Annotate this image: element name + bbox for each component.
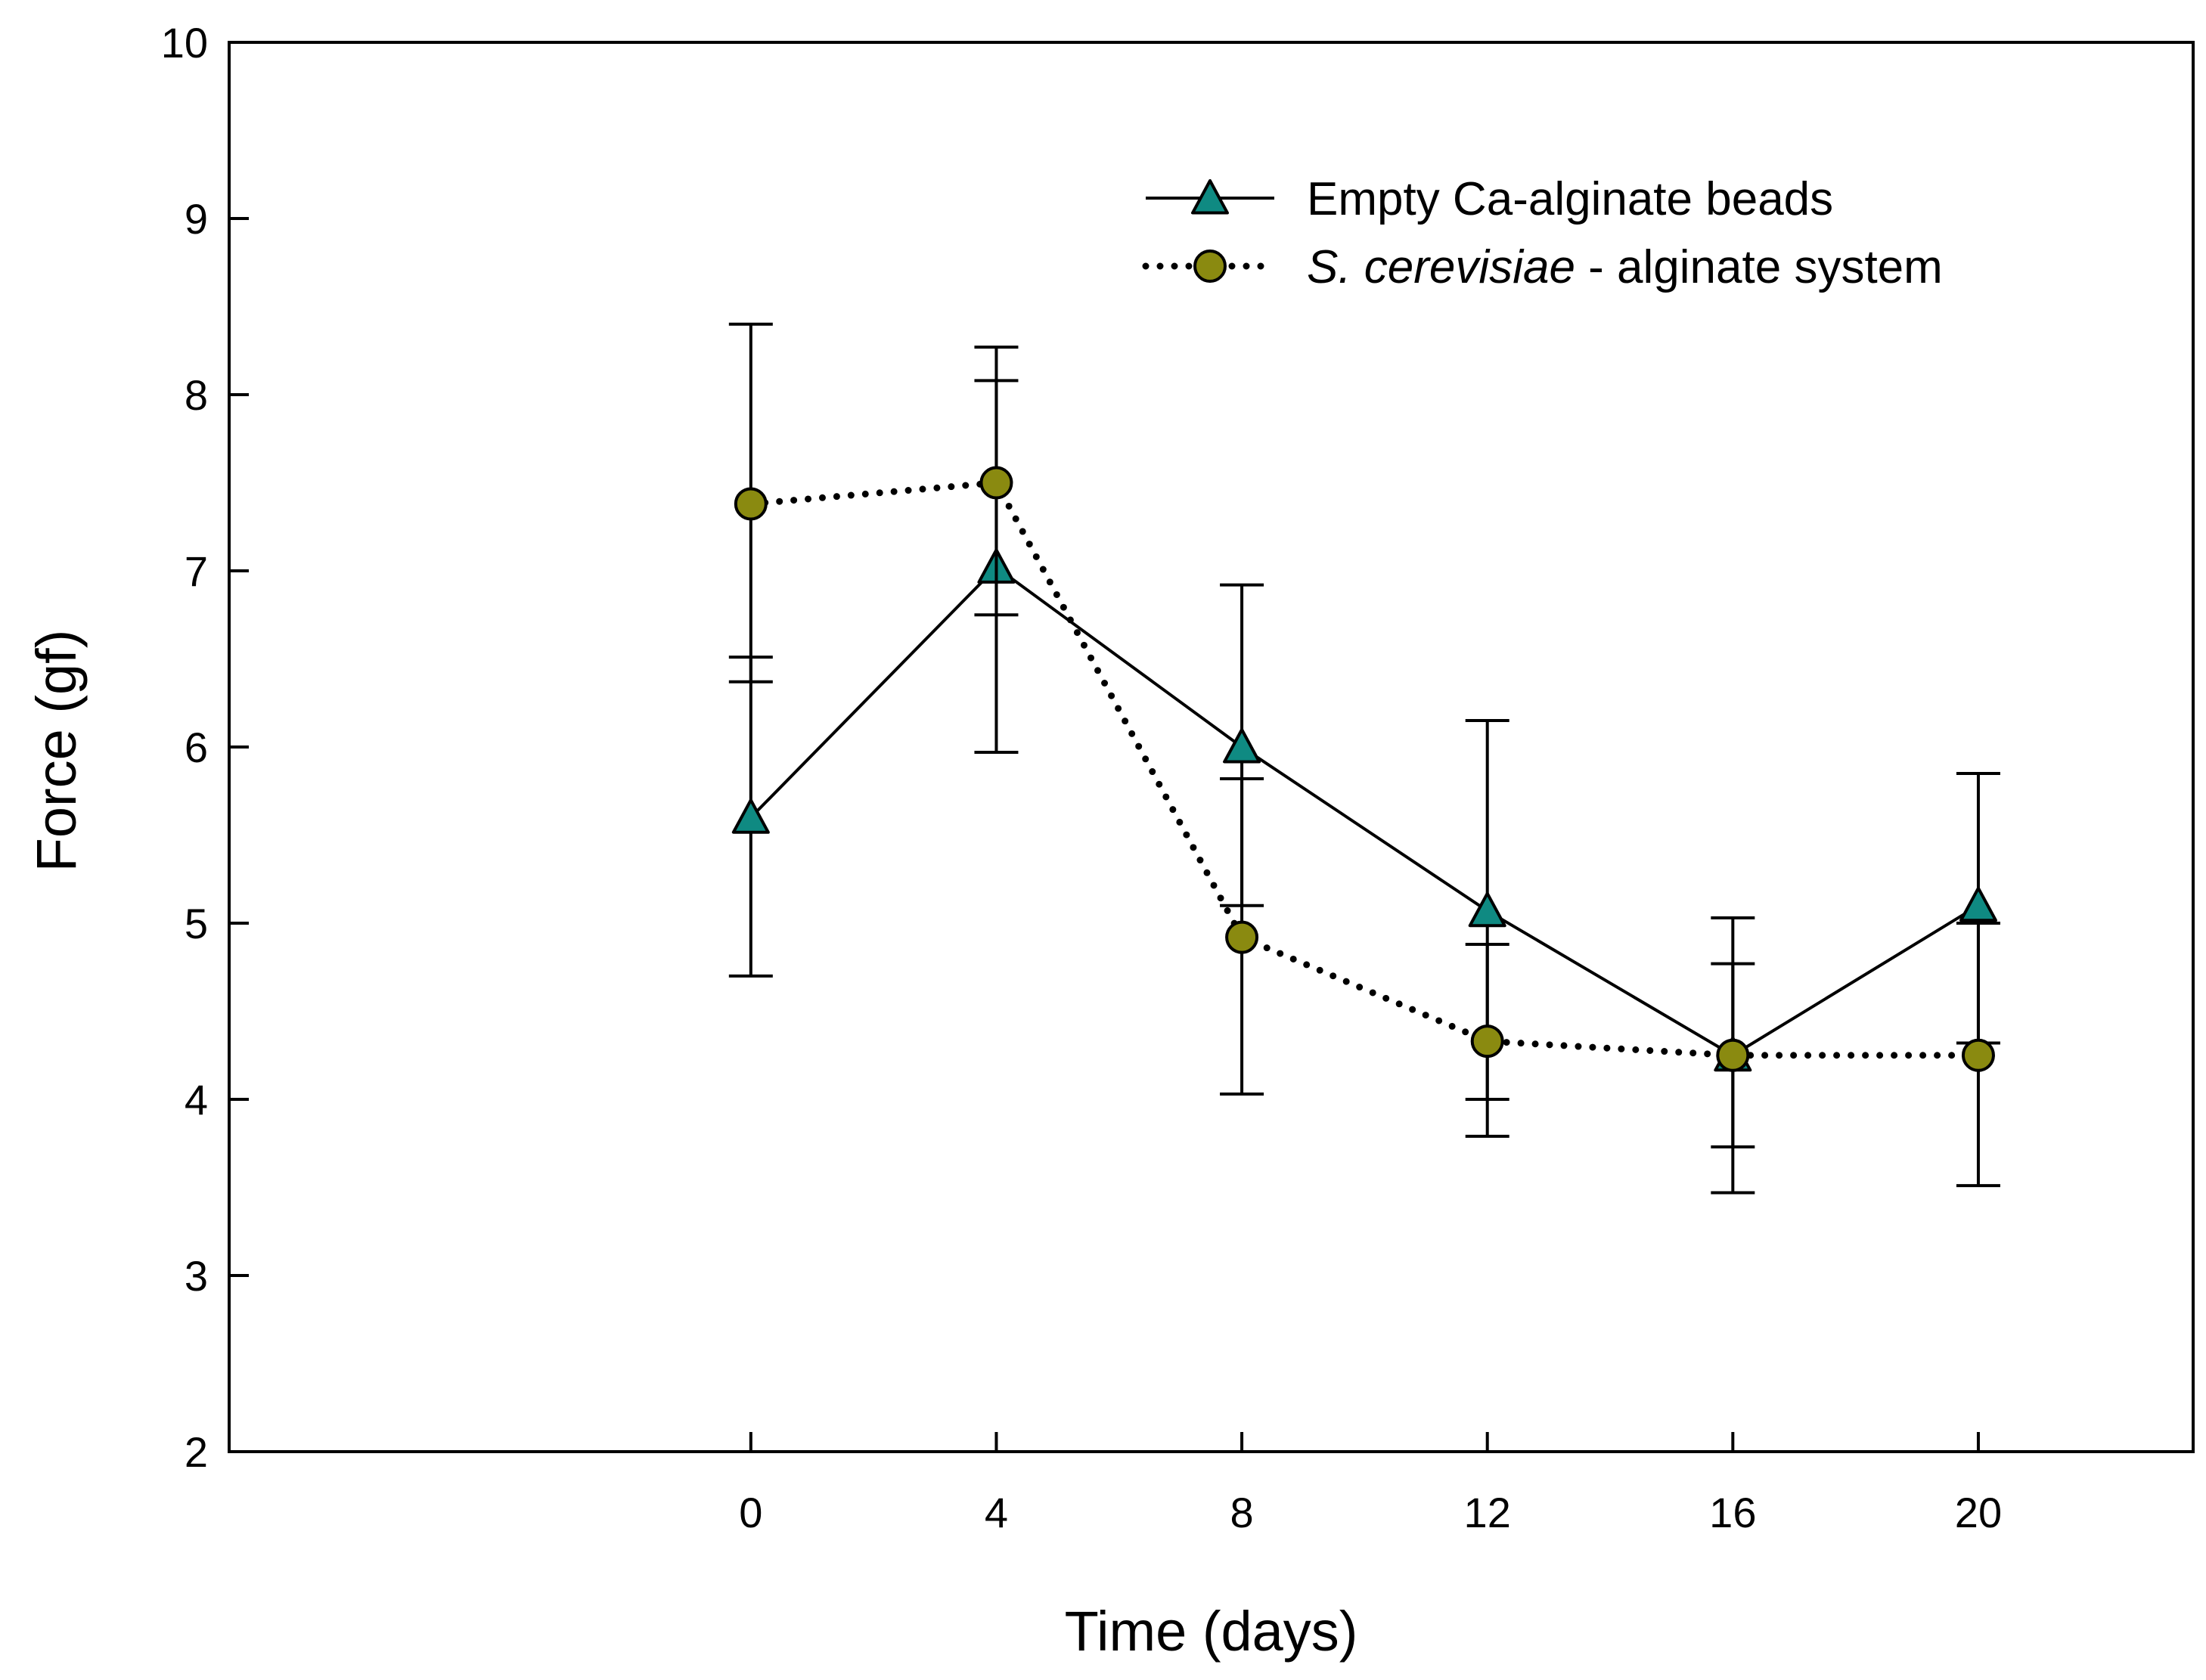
y-tick-label: 8 bbox=[185, 371, 208, 419]
legend-label: S. cerevisiae - alginate system bbox=[1307, 241, 1943, 293]
legend: Empty Ca-alginate beads S. cerevisiae - a… bbox=[1142, 173, 1943, 293]
x-axis-title: Time (days) bbox=[1065, 1600, 1358, 1663]
x-tick-label: 20 bbox=[1955, 1489, 2002, 1536]
y-tick-label: 6 bbox=[185, 724, 208, 771]
data-point bbox=[1225, 920, 1259, 954]
data-point bbox=[1223, 728, 1261, 764]
series-line bbox=[749, 565, 1979, 1058]
x-tick-label: 4 bbox=[985, 1489, 1008, 1536]
x-tick-label: 8 bbox=[1230, 1489, 1254, 1536]
y-tick-label: 2 bbox=[185, 1428, 208, 1476]
y-tick-label: 7 bbox=[185, 547, 208, 595]
y-tick-label: 9 bbox=[185, 195, 208, 243]
series-line bbox=[747, 479, 1982, 1059]
data-point bbox=[1716, 1038, 1750, 1072]
x-tick-label: 16 bbox=[1709, 1489, 1756, 1536]
y-axis-title: Force (gf) bbox=[25, 630, 88, 873]
x-tick-label: 0 bbox=[739, 1489, 762, 1536]
y-tick-label: 4 bbox=[185, 1076, 208, 1124]
data-point bbox=[734, 487, 768, 521]
legend-label-part: Empty Ca-alginate beads bbox=[1307, 173, 1833, 225]
series-1 bbox=[728, 322, 2000, 1195]
data-point bbox=[1468, 891, 1506, 928]
y-axis: 2 3 4 5 6 7 8 9 10 bbox=[161, 19, 249, 1476]
legend-label-part: - alginate system bbox=[1575, 241, 1943, 293]
legend-marker bbox=[1191, 179, 1229, 215]
data-point bbox=[1470, 1024, 1504, 1059]
data-point bbox=[1959, 886, 1997, 922]
legend-label: Empty Ca-alginate beads bbox=[1307, 173, 1833, 225]
legend-item-0: Empty Ca-alginate beads bbox=[1146, 173, 1833, 225]
y-tick-label: 10 bbox=[161, 19, 208, 67]
data-point bbox=[979, 466, 1013, 500]
x-axis: 0 4 8 12 16 20 bbox=[739, 1432, 2002, 1536]
legend-item-1: S. cerevisiae - alginate system bbox=[1142, 241, 1943, 293]
x-tick-label: 12 bbox=[1464, 1489, 1511, 1536]
y-tick-label: 3 bbox=[185, 1252, 208, 1300]
legend-label-part: S. cerevisiae bbox=[1307, 241, 1575, 293]
y-tick-label: 5 bbox=[185, 900, 208, 947]
series-layer bbox=[728, 322, 2000, 1195]
legend-marker bbox=[1193, 250, 1227, 283]
series-0 bbox=[728, 379, 2000, 1148]
data-point bbox=[731, 798, 770, 834]
data-point bbox=[1961, 1038, 1995, 1072]
